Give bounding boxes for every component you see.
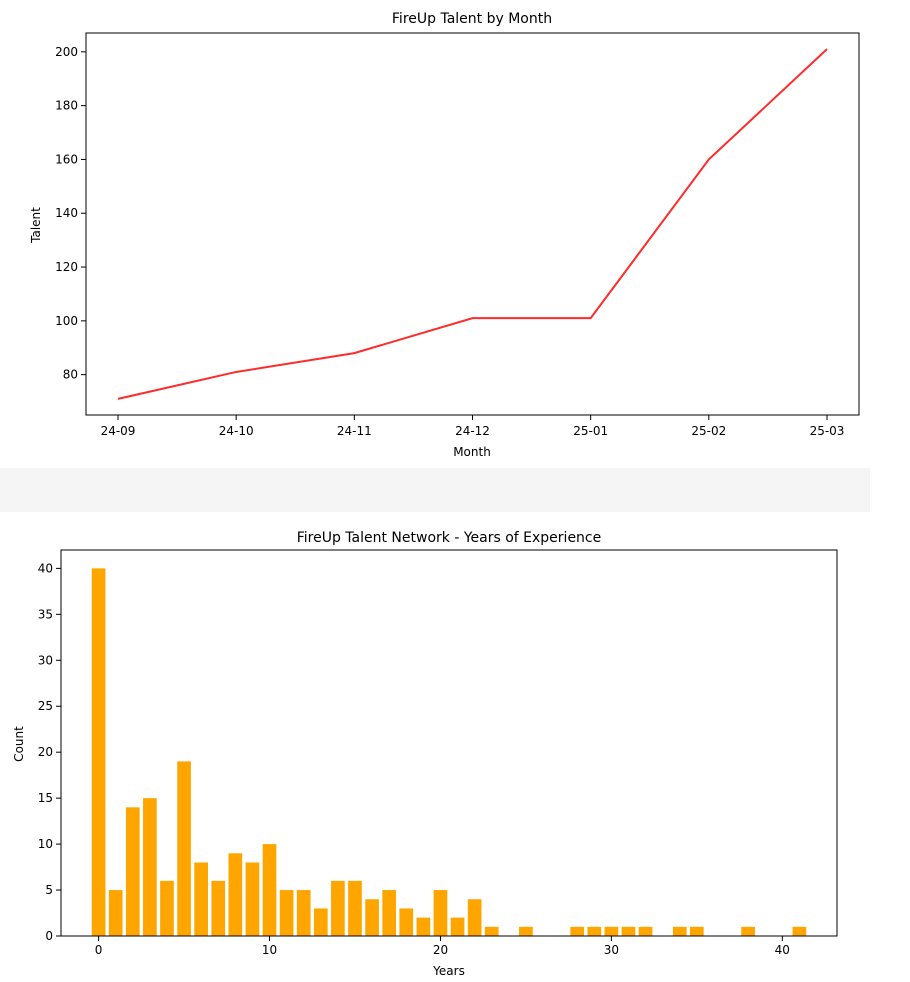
bar-chart-y-tick-label: 35 [38,607,53,621]
bar-years-11 [279,890,294,936]
line-chart-y-tick-label: 160 [55,152,78,166]
years-experience-panel: FireUp Talent Network - Years of Experie… [0,512,870,978]
bar-chart-y-tick-label: 30 [38,653,53,667]
line-chart-x-axis-label: Month [453,445,491,459]
line-chart-y-tick-label: 120 [55,260,78,274]
bar-chart-title: FireUp Talent Network - Years of Experie… [297,530,602,546]
bar-years-25 [519,926,533,936]
line-chart-title: FireUp Talent by Month [392,11,552,27]
bar-years-20 [433,890,448,936]
bar-chart-x-tick-label: 30 [604,943,619,957]
bar-years-17 [382,890,397,936]
bar-chart-y-tick-label: 25 [38,699,53,713]
bar-chart-y-axis-label: Count [12,726,26,762]
bar-chart-y-ticks: 0 5 10 15 20 25 30 35 40 [38,561,61,943]
bar-years-2 [125,807,140,936]
bar-years-5 [177,761,191,936]
years-experience-chart: FireUp Talent Network - Years of Experie… [12,530,838,978]
bar-chart-y-tick-label: 15 [38,791,53,805]
bar-years-12 [296,890,311,936]
bar-chart-y-tick-label: 10 [38,837,53,851]
line-chart-x-tick-label: 25-03 [810,424,845,438]
talent-line-series [117,48,828,400]
bar-years-21 [450,917,465,936]
panel-separator [0,468,870,512]
bar-chart-x-tick-label: 0 [95,943,103,957]
line-chart-x-tick-label: 24-10 [219,424,254,438]
line-chart-y-axis-label: Talent [29,207,43,244]
line-chart-x-tick-label: 24-09 [101,424,136,438]
line-chart-y-tick-label: 200 [55,45,78,59]
bar-chart-x-axis-label: Years [432,964,465,978]
bar-years-9 [245,862,260,936]
bar-years-13 [313,908,328,936]
bar-years-4 [160,880,174,936]
bar-years-3 [143,798,157,936]
bar-years-41 [792,926,807,936]
line-chart-y-tick-label: 180 [55,99,78,113]
line-chart-x-tick-label: 24-12 [455,424,490,438]
line-chart-x-tick-label: 25-02 [691,424,726,438]
bar-years-0 [91,568,106,936]
line-chart-x-tick-label: 24-11 [337,424,372,438]
bar-years-22 [467,899,482,936]
line-chart-y-tick-label: 140 [55,206,78,220]
bar-years-18 [399,908,414,936]
bar-chart-y-tick-label: 5 [45,883,53,897]
bar-years-31 [621,926,636,936]
bar-years-38 [741,926,755,936]
line-chart-x-tick-label: 25-01 [573,424,608,438]
bar-years-14 [331,880,345,936]
bar-years-32 [638,926,653,936]
bar-chart-x-tick-label: 10 [262,943,277,957]
bar-years-15 [348,880,362,936]
bar-years-16 [365,899,379,936]
bar-years-10 [262,844,277,936]
bar-years-35 [690,926,704,936]
talent-by-month-chart: FireUp Talent by Month Month Talent 80 10… [29,11,860,459]
bar-years-7 [211,880,226,936]
bar-years-28 [570,926,585,936]
line-chart-plot-frame [85,32,860,416]
bar-years-8 [228,853,243,936]
bar-years-1 [108,890,123,936]
bar-years-34 [672,926,687,936]
bar-chart-plot-frame [60,549,838,937]
bar-chart-x-tick-label: 20 [433,943,448,957]
line-chart-y-tick-label: 100 [55,314,78,328]
bar-chart-x-tick-label: 40 [775,943,790,957]
bar-years-30 [604,926,619,936]
bar-chart-y-tick-label: 0 [45,929,53,943]
bar-years-19 [416,917,431,936]
bar-years-23 [484,926,499,936]
line-chart-y-tick-label: 80 [63,368,78,382]
bar-chart-y-tick-label: 20 [38,745,53,759]
line-chart-x-ticks: 24-09 24-10 24-11 24-12 25-01 25-02 25-03 [101,415,845,438]
talent-by-month-panel: FireUp Talent by Month Month Talent 80 10… [0,0,870,468]
bar-chart-y-tick-label: 40 [38,561,53,575]
bar-years-29 [587,926,602,936]
bar-chart-bars [91,568,807,936]
bar-chart-x-ticks: 0 10 20 30 40 [95,936,790,957]
line-chart-y-ticks: 80 100 120 140 160 180 200 [55,45,86,382]
bar-years-6 [194,862,208,936]
